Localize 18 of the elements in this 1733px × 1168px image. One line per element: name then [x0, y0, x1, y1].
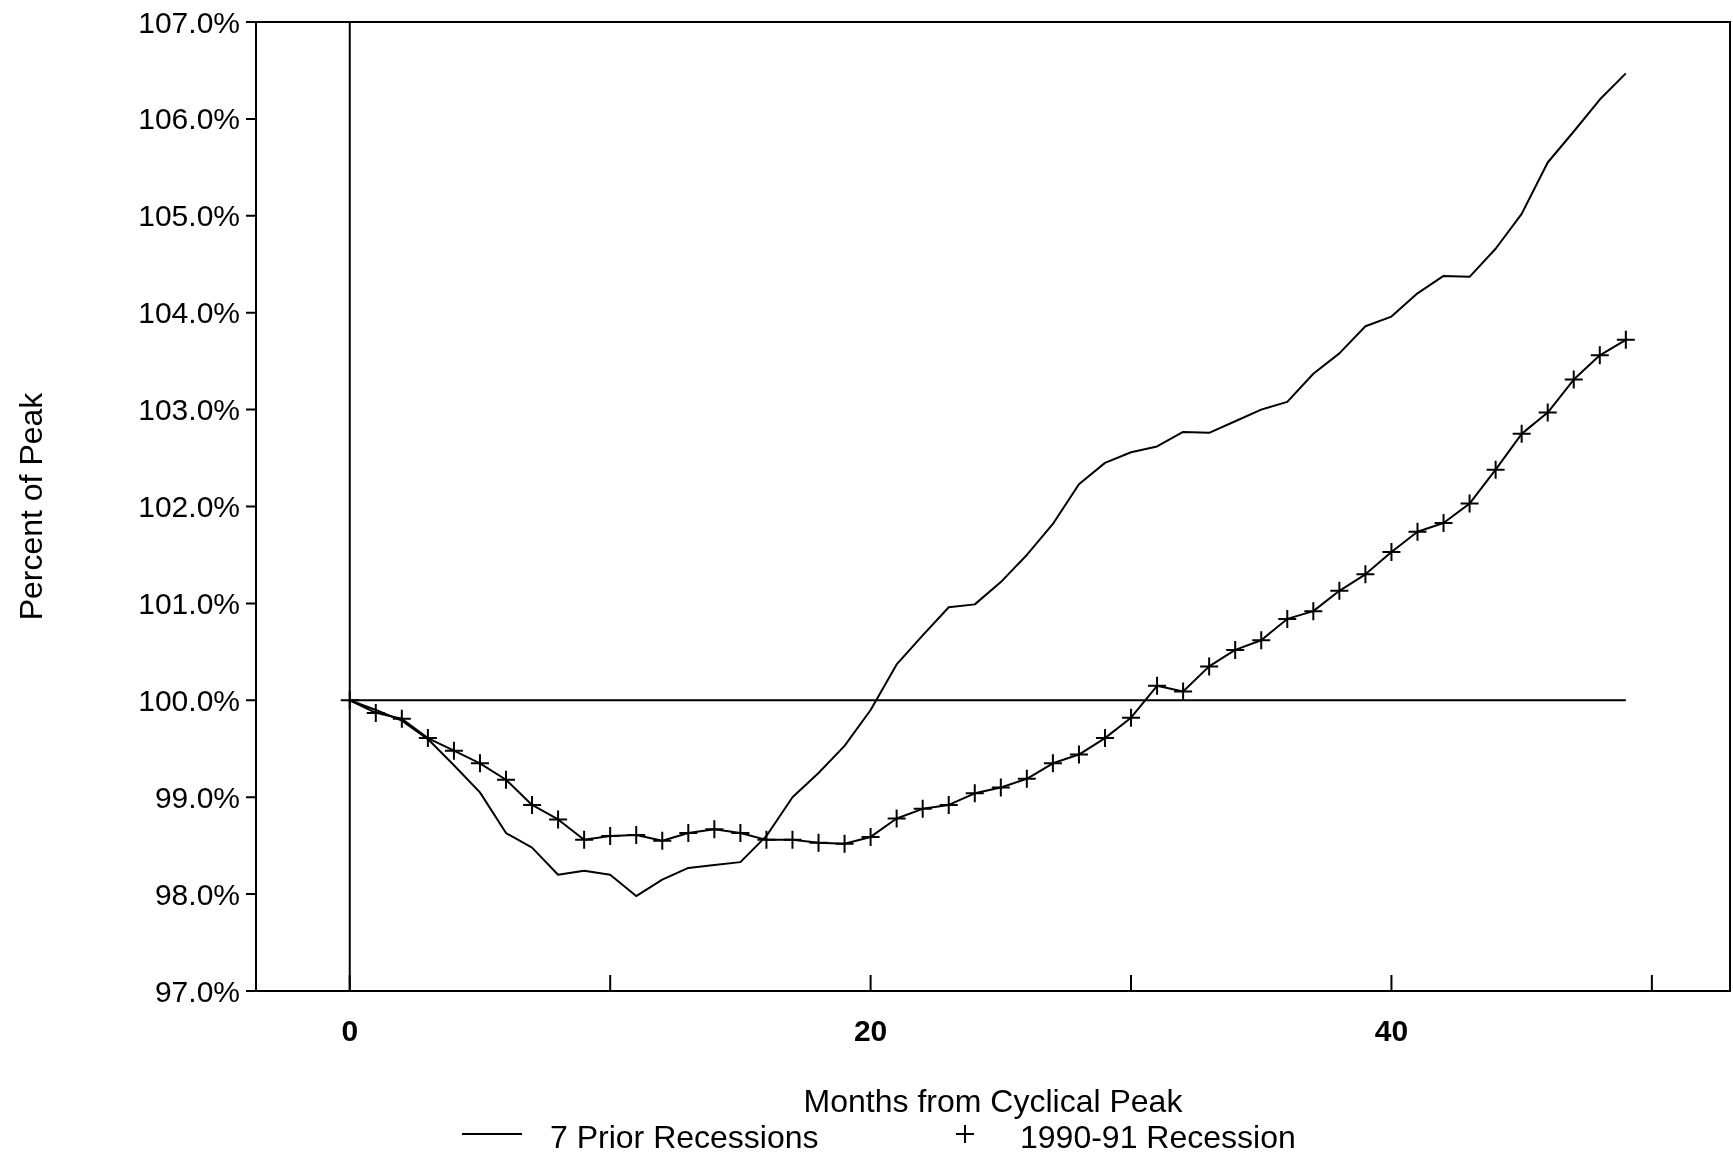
- x-tick-label: 0: [341, 1014, 359, 1047]
- y-tick-label: 106.0%: [138, 102, 240, 136]
- y-tick-label: 105.0%: [138, 199, 240, 233]
- x-axis-title: Months from Cyclical Peak: [803, 1083, 1184, 1119]
- y-tick-label: 101.0%: [138, 586, 240, 620]
- y-tick-label: 102.0%: [138, 490, 240, 523]
- x-tick-label: 40: [1374, 1014, 1409, 1047]
- y-tick-label: 103.0%: [138, 393, 240, 427]
- legend-label: 1990-91 Recession: [1020, 1119, 1296, 1155]
- legend-label: 7 Prior Recessions: [550, 1119, 819, 1155]
- y-tick-label: 97.0%: [154, 974, 240, 1008]
- y-tick-label: 99.0%: [154, 780, 240, 814]
- y-axis-title: Percent of Peak: [13, 391, 49, 621]
- y-tick-label: 107.0%: [138, 5, 240, 39]
- y-tick-label: 104.0%: [138, 296, 240, 330]
- y-tick-label: 98.0%: [154, 877, 240, 911]
- x-tick-label: 20: [853, 1014, 888, 1047]
- y-tick-label: 100.0%: [138, 683, 240, 717]
